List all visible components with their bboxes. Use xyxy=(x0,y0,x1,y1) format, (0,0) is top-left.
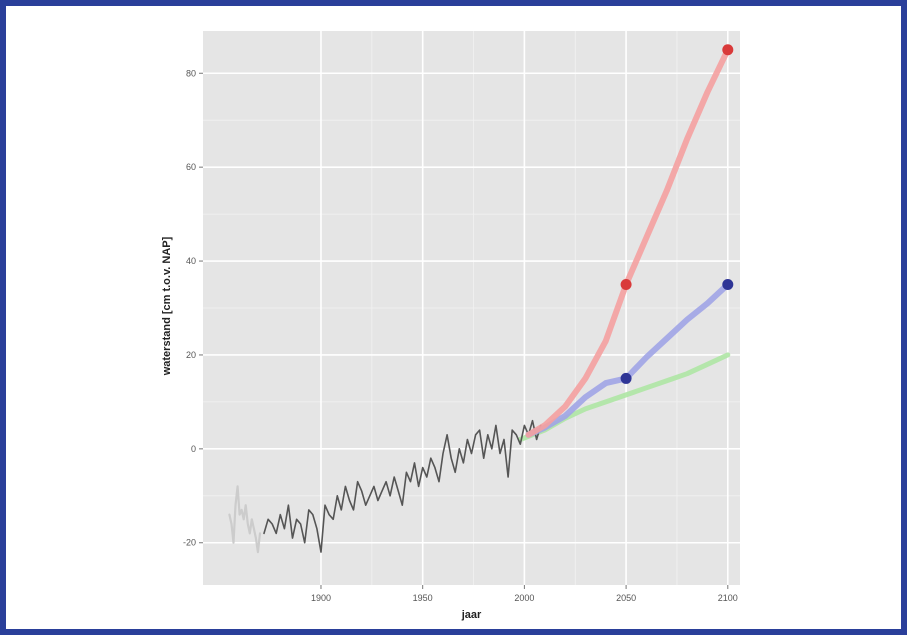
x-ticks: 1900 1950 2000 2050 2100 xyxy=(311,585,738,603)
grid-major xyxy=(203,31,740,585)
projection-point-mid xyxy=(620,372,632,384)
y-axis-title: waterstand [cm t.o.v. NAP] xyxy=(161,236,173,376)
projection-point-mid xyxy=(722,279,734,291)
y-tick-label: 0 xyxy=(191,444,196,454)
x-tick-label: 1950 xyxy=(413,593,433,603)
grid-minor xyxy=(203,31,740,585)
y-tick-label: 80 xyxy=(186,68,196,78)
x-tick-label: 1900 xyxy=(311,593,331,603)
projection-point-high xyxy=(722,44,734,56)
x-tick-label: 2000 xyxy=(514,593,534,603)
y-tick-label: -20 xyxy=(183,538,196,548)
y-tick-label: 60 xyxy=(186,162,196,172)
series-line-observed xyxy=(263,419,542,553)
series-line-early xyxy=(228,485,262,554)
x-axis-title: jaar xyxy=(461,609,482,621)
projection-point-high xyxy=(620,279,632,291)
y-ticks: -20 0 20 40 60 80 xyxy=(183,68,203,548)
x-tick-label: 2050 xyxy=(616,593,636,603)
x-tick-label: 2100 xyxy=(718,593,738,603)
y-tick-label: 40 xyxy=(186,256,196,266)
y-tick-label: 20 xyxy=(186,350,196,360)
projection-points xyxy=(620,44,734,384)
